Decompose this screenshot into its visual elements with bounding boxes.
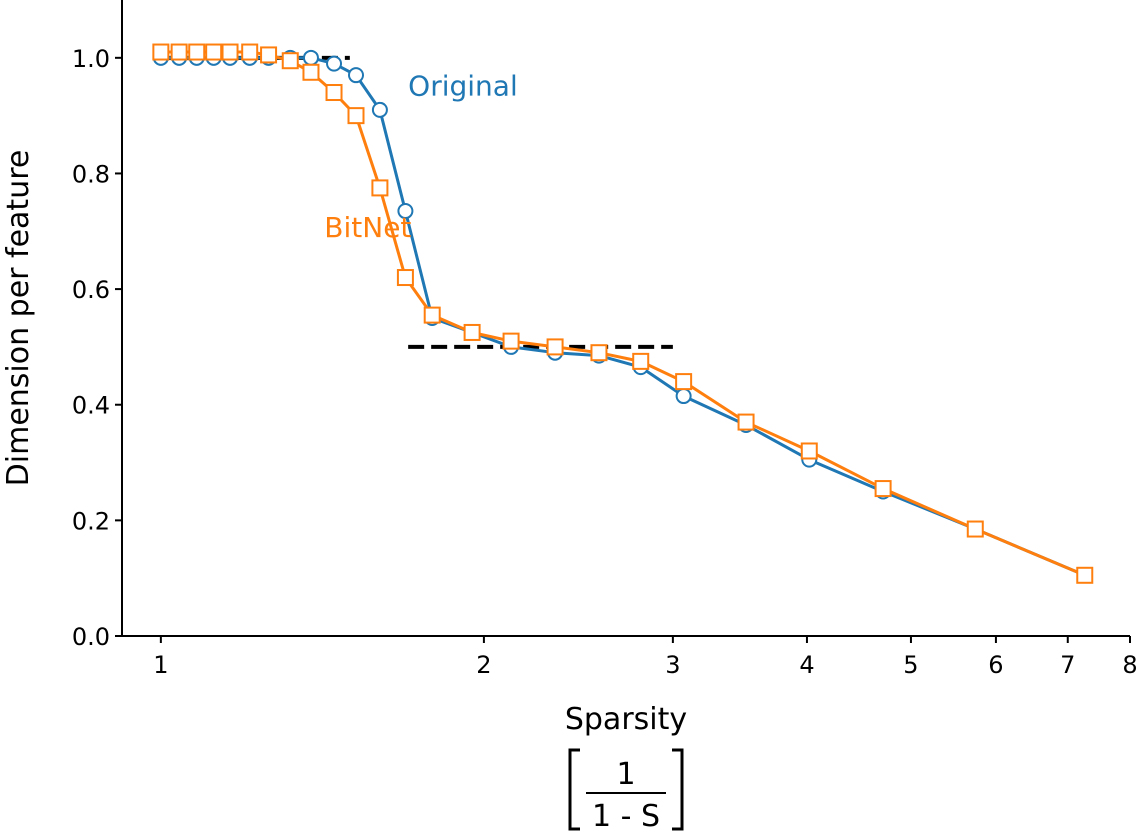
bitnet-point	[302, 63, 320, 81]
y-tick-label: 0.8	[72, 160, 110, 188]
formula-denominator: 1 - S	[592, 799, 660, 833]
x-tick-label: 7	[1060, 651, 1075, 679]
ticks: 0.0 0.2 0.4 0.6 0.8 1.0 1 2 3 4 5 6 7 8	[72, 45, 1138, 679]
bitnet-point	[874, 480, 892, 498]
bitnet-point	[281, 52, 299, 70]
x-tick-label: 8	[1122, 651, 1137, 679]
y-axis-title: Dimension per feature	[1, 150, 36, 487]
x-axis-formula: 1 1 - S	[568, 748, 684, 833]
bitnet-point	[546, 338, 564, 356]
x-tick-label: 5	[903, 651, 918, 679]
original-point	[302, 49, 319, 66]
bitnet-point	[347, 107, 365, 125]
bitnet-point	[221, 43, 239, 61]
annotations: Original BitNet	[324, 69, 517, 244]
original-series	[152, 49, 1093, 584]
formula-left-bracket	[568, 748, 580, 831]
bitnet-point	[396, 269, 414, 287]
x-tick-label: 4	[799, 651, 814, 679]
bitnet-point	[241, 43, 259, 61]
original-point	[675, 388, 692, 405]
bitnet-series-label: BitNet	[324, 211, 411, 244]
original-point	[397, 203, 414, 220]
bitnet-point	[371, 179, 389, 197]
y-tick-label: 0.6	[72, 276, 110, 304]
bitnet-point	[325, 84, 343, 102]
bitnet-point	[188, 43, 206, 61]
bitnet-point	[675, 373, 693, 391]
original-point	[371, 101, 388, 118]
bitnet-point	[800, 442, 818, 460]
x-tick-label: 6	[988, 651, 1003, 679]
bitnet-point	[463, 323, 481, 341]
bitnet-point	[737, 413, 755, 431]
bitnet-series	[152, 43, 1094, 584]
y-tick-label: 0.4	[72, 392, 110, 420]
x-axis-title: Sparsity	[565, 702, 687, 737]
axes	[121, 0, 1130, 637]
original-point	[326, 55, 343, 72]
y-tick-label: 1.0	[72, 45, 110, 73]
y-tick-label: 0.0	[72, 623, 110, 651]
bitnet-point	[502, 332, 520, 350]
y-tick-label: 0.2	[72, 507, 110, 535]
original-line	[160, 56, 1086, 577]
original-point	[348, 67, 365, 84]
original-series-label: Original	[408, 69, 518, 102]
series-layer	[152, 43, 1094, 584]
bitnet-point	[632, 352, 650, 370]
bitnet-point	[423, 306, 441, 324]
bitnet-point	[1076, 566, 1094, 584]
bitnet-line	[160, 50, 1086, 577]
bitnet-point	[966, 520, 984, 538]
x-tick-label: 3	[665, 651, 680, 679]
x-tick-label: 2	[476, 651, 491, 679]
bitnet-point	[205, 43, 223, 61]
formula-right-bracket	[672, 748, 684, 831]
bitnet-point	[590, 344, 608, 362]
bitnet-point	[152, 43, 170, 61]
formula-numerator: 1	[616, 757, 635, 792]
bitnet-point	[170, 43, 188, 61]
bitnet-point	[260, 46, 278, 64]
x-tick-label: 1	[153, 651, 168, 679]
